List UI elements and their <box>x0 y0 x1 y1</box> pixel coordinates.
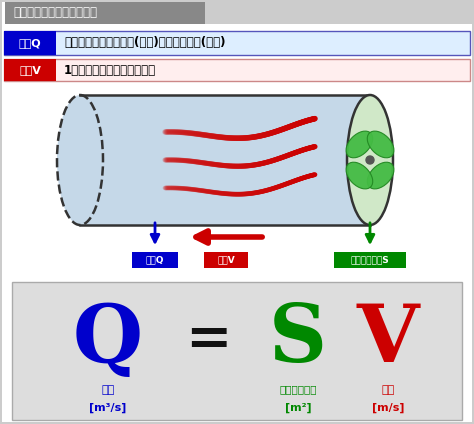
Text: =: = <box>185 312 231 368</box>
Bar <box>4 31 56 55</box>
Text: 通過する面積S: 通過する面積S <box>351 256 389 265</box>
Text: S: S <box>269 301 327 379</box>
Bar <box>205 2 474 24</box>
Text: 風速V: 風速V <box>19 65 41 75</box>
Ellipse shape <box>367 162 394 189</box>
Bar <box>334 252 406 268</box>
Text: [m²]: [m²] <box>285 402 311 413</box>
Text: 1秒間に移動する空気の距離: 1秒間に移動する空気の距離 <box>64 64 156 76</box>
Text: 風速V: 風速V <box>217 256 235 265</box>
Ellipse shape <box>367 131 394 158</box>
Text: 風量: 風量 <box>101 385 115 395</box>
Circle shape <box>366 156 374 164</box>
Text: 風量Q: 風量Q <box>146 256 164 265</box>
Text: Q: Q <box>73 301 143 379</box>
Text: 単位時間あたりに通過(移動)する空気の量(体積): 単位時間あたりに通過(移動)する空気の量(体積) <box>64 36 226 50</box>
Text: 風速: 風速 <box>382 385 395 395</box>
Ellipse shape <box>346 131 373 158</box>
Bar <box>5 2 205 24</box>
Bar <box>12 282 462 420</box>
Bar <box>204 252 248 268</box>
Ellipse shape <box>346 162 373 189</box>
Ellipse shape <box>347 95 393 225</box>
Bar <box>4 31 470 55</box>
Bar <box>80 95 370 225</box>
Bar <box>4 59 56 81</box>
Text: [m³/s]: [m³/s] <box>89 402 127 413</box>
Text: V: V <box>357 301 419 379</box>
Bar <box>132 252 178 268</box>
Ellipse shape <box>57 95 103 225</box>
Text: 風量Q: 風量Q <box>18 38 41 48</box>
Text: [m/s]: [m/s] <box>372 402 404 413</box>
Bar <box>4 59 470 81</box>
Text: 通過する面積: 通過する面積 <box>279 385 317 395</box>
Text: 『風量』と『風速』の違い: 『風量』と『風速』の違い <box>13 6 97 20</box>
